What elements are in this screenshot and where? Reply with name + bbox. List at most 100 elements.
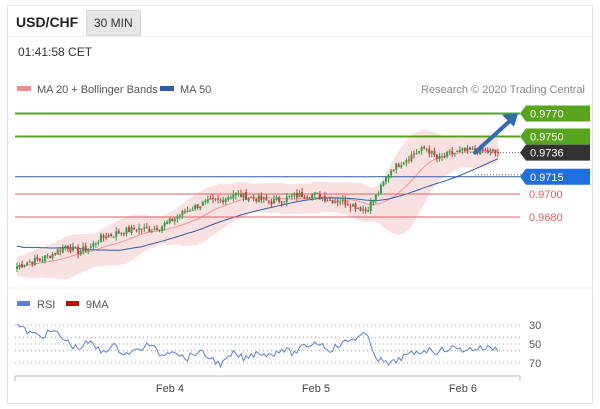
candle-body (206, 199, 209, 202)
candle-body (122, 233, 125, 235)
candle-body (54, 253, 57, 255)
candle-body (204, 200, 207, 203)
legend-swatch-9ma (66, 301, 79, 306)
candle-body (171, 219, 174, 222)
candle-body (428, 148, 431, 154)
candle-body (237, 193, 240, 195)
candle-body (166, 221, 169, 224)
candle-body (359, 207, 362, 211)
candle-body (138, 227, 141, 231)
candle-body (102, 235, 105, 238)
candle-body (474, 148, 477, 151)
candle-body (377, 193, 380, 195)
candle-body (33, 258, 36, 265)
legend-label-rsi: RSI (37, 299, 55, 311)
candle-body (257, 195, 260, 203)
candle-body (191, 209, 194, 211)
candle-body (341, 199, 344, 202)
candle-body (252, 197, 255, 199)
candle-body (395, 163, 398, 170)
candle-body (155, 228, 158, 231)
candle-body (367, 210, 370, 212)
candle-body (117, 231, 120, 234)
candle-body (265, 197, 268, 201)
candle-body (303, 197, 306, 199)
level-label-09715: 0.9715 (530, 172, 564, 184)
candle-body (479, 147, 482, 155)
candle-body (49, 255, 52, 259)
candle-body (494, 149, 497, 153)
candle-body (21, 263, 24, 268)
candle-body (405, 160, 408, 163)
candle-body (168, 218, 171, 223)
candle-body (318, 193, 321, 199)
candle-body (425, 149, 428, 151)
ma20-line (16, 150, 498, 267)
candle-body (31, 261, 34, 265)
candle-body (448, 151, 451, 153)
candle-body (255, 199, 258, 202)
legend-label-9ma: 9MA (86, 299, 109, 311)
candle-body (280, 202, 283, 204)
level-label-09750: 0.9750 (530, 132, 564, 144)
candle-body (379, 184, 382, 194)
candle-body (127, 227, 130, 232)
level-tag-09736 (520, 144, 590, 161)
candle-body (397, 164, 400, 168)
candle-body (183, 211, 186, 213)
candle-body (461, 148, 464, 150)
candle-body (491, 149, 494, 151)
candle-body (217, 198, 220, 200)
candle-body (390, 170, 393, 176)
candle-body (301, 192, 304, 197)
legend-swatch-ma20-bollinger (17, 86, 31, 91)
candle-body (407, 159, 410, 161)
candle-body (456, 150, 459, 152)
candle-body (89, 246, 92, 248)
candle-body (211, 197, 214, 199)
candle-body (16, 266, 18, 269)
candle-body (150, 230, 153, 232)
candle-body (441, 156, 444, 158)
candle-body (161, 226, 164, 231)
candle-body (346, 204, 349, 206)
candle-body (354, 203, 357, 210)
candle-body (420, 147, 423, 151)
x-tick-label-feb-4: Feb 4 (156, 383, 184, 395)
candle-body (362, 209, 365, 211)
candle-body (273, 199, 276, 204)
candle-body (28, 261, 31, 263)
candle-body (374, 194, 377, 202)
candle-body (306, 197, 309, 199)
candle-body (293, 193, 296, 196)
candle-body (97, 242, 100, 244)
candle-body (92, 243, 95, 247)
candle-body (115, 231, 118, 237)
level-label-09770: 0.9770 (530, 109, 564, 121)
candle-body (130, 226, 133, 234)
candle-body (224, 198, 227, 203)
candle-body (402, 162, 405, 165)
candle-body (497, 151, 499, 153)
candle-body (87, 248, 90, 251)
rsi-tick-label-70: 70 (529, 358, 541, 370)
level-tag-09715 (520, 168, 590, 185)
candle-body (189, 210, 192, 212)
candle-body (336, 200, 339, 203)
legend-label-ma50: MA 50 (180, 84, 211, 96)
candle-body (227, 197, 230, 200)
candle-body (196, 204, 199, 208)
candle-body (176, 216, 179, 219)
candle-body (199, 206, 202, 209)
candle-body (69, 248, 72, 252)
candles-group (16, 144, 499, 273)
candle-body (469, 147, 472, 150)
timeframe-badge[interactable]: 30 MIN (86, 10, 141, 36)
candle-body (329, 199, 332, 201)
candle-body (413, 153, 416, 155)
candle-body (245, 191, 248, 200)
candle-body (392, 170, 395, 172)
ma50-line (16, 158, 499, 251)
rsi-tick-label-50: 50 (529, 339, 541, 351)
candle-body (110, 234, 113, 237)
